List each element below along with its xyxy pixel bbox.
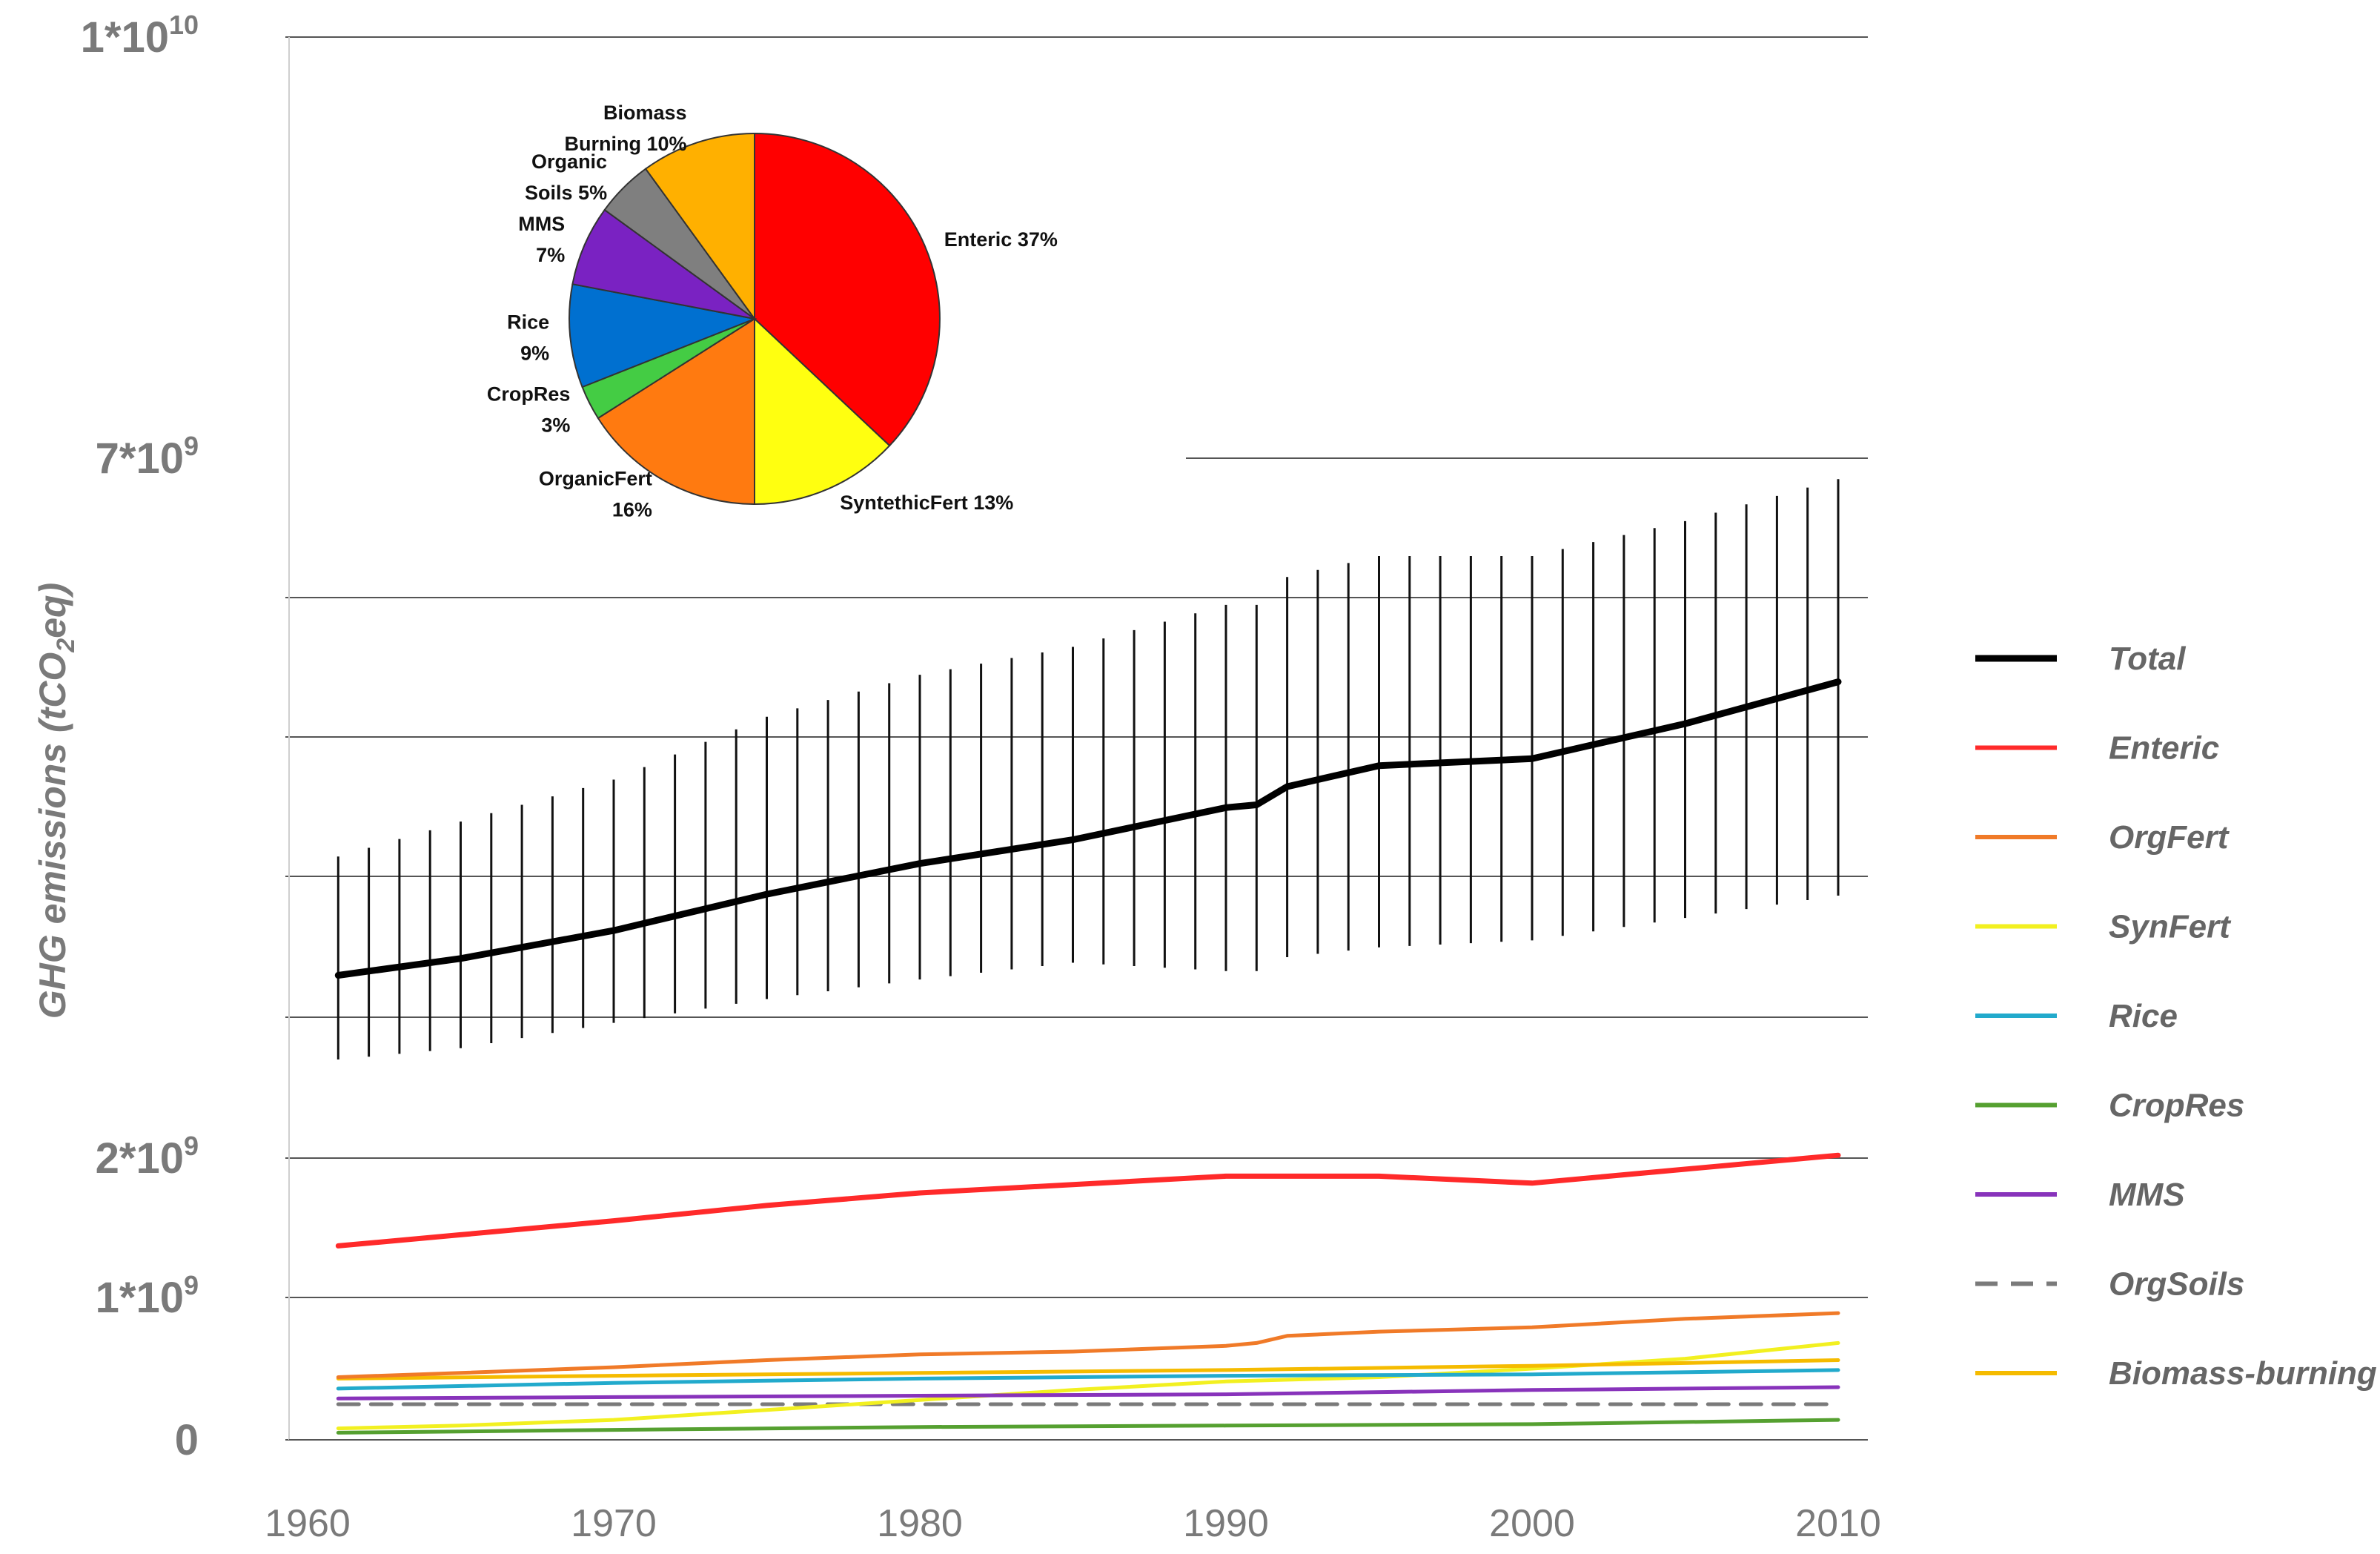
x-tick-label: 2010 <box>1795 1502 1881 1545</box>
legend-label-rice: Rice <box>2109 998 2178 1034</box>
legend-label-cropres: CropRes <box>2109 1088 2244 1124</box>
y-tick-label: 0 <box>175 1416 199 1464</box>
pie-slice-label: 3% <box>541 414 570 437</box>
series-line-orgfert <box>336 1311 1840 1379</box>
pie-slice <box>754 317 891 506</box>
pie-slice-label: OrganicFert <box>539 468 652 490</box>
pie-slice-label: Organic <box>531 151 607 173</box>
y-tick-label: 7*109 <box>96 431 199 483</box>
legend-label-orgfert: OrgFert <box>2109 819 2230 856</box>
pie-slice <box>571 208 755 320</box>
pie-slice-label: Burning 10% <box>565 133 687 155</box>
pie-slice-label: MMS <box>518 213 565 235</box>
pie-slice <box>644 132 755 322</box>
pie-slice-label: CropRes <box>487 383 571 406</box>
legend-label-total: Total <box>2109 641 2186 677</box>
series-line-total <box>334 678 1842 979</box>
series-lines <box>334 678 1842 1435</box>
pie-slice-label: Soils 5% <box>525 182 607 204</box>
pie-slice-label: 9% <box>520 342 549 364</box>
pie-slice-label: SyntethicFert 13% <box>840 492 1013 514</box>
legend-label-enteric: Enteric <box>2109 730 2219 767</box>
y-tick-label: 1*109 <box>96 1270 199 1322</box>
x-tick-label: 1970 <box>571 1502 657 1545</box>
y-tick-label: 1*1010 <box>81 10 199 62</box>
x-tick-label: 2000 <box>1489 1502 1575 1545</box>
pie-slice <box>754 132 941 447</box>
series-line-enteric <box>335 1152 1841 1249</box>
inset-pie-chart: Enteric 37% SyntethicFert 13% OrganicFert 1… <box>487 102 1058 520</box>
pie-slice <box>569 283 758 389</box>
legend: Total Enteric OrgFert SynFert Rice CropRes MMS… <box>1975 641 2377 1392</box>
x-tick-label: 1960 <box>265 1502 351 1545</box>
legend-label-mms: MMS <box>2109 1177 2185 1213</box>
x-tick-label: 1980 <box>877 1502 963 1545</box>
error-bars <box>337 479 1840 1059</box>
y-axis-label: GHG emissions (tCO2eq) <box>32 583 80 1019</box>
pie-slice-label: 7% <box>536 244 565 266</box>
series-line-mms <box>336 1385 1840 1401</box>
pie-slice-label: Rice <box>507 311 549 333</box>
legend-label-synfert: SynFert <box>2109 909 2232 945</box>
pie-slice-label: Enteric 37% <box>944 228 1058 251</box>
pie-slice <box>597 317 755 506</box>
axes: 0 1*109 2*109 7*109 1*1010 1960 1970 1980 1990 20… <box>32 10 1881 1545</box>
series-line-biomass-burning <box>336 1358 1840 1381</box>
x-tick-label: 1990 <box>1183 1502 1269 1545</box>
legend-label-biomass-burning: Biomass-burning <box>2109 1355 2377 1392</box>
y-tick-label: 2*109 <box>96 1131 199 1183</box>
pie-slice-label: Biomass <box>603 102 687 124</box>
legend-label-orgsoils: OrgSoils <box>2109 1266 2244 1303</box>
series-line-rice <box>336 1368 1840 1391</box>
series-line-cropres <box>336 1418 1840 1435</box>
pie-slice-label: 16% <box>612 499 652 521</box>
